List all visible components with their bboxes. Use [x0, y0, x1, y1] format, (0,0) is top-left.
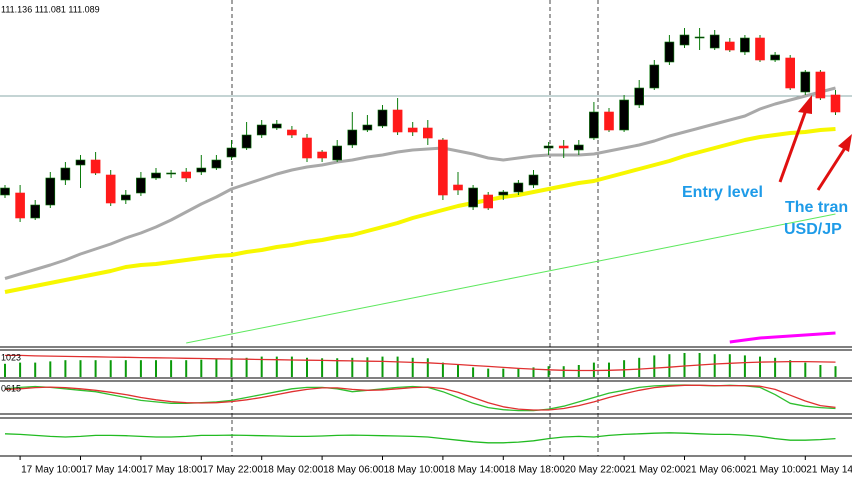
candle-body [649, 64, 660, 89]
candle-body [422, 127, 433, 139]
candle-body [347, 129, 358, 146]
candle-body [302, 137, 312, 159]
candle-body [679, 34, 690, 46]
x-tick-label: 17 May 22:00 [202, 465, 263, 476]
candle-body [407, 127, 418, 133]
candle-body [634, 87, 645, 106]
x-tick-label: 18 May 18:00 [504, 465, 565, 476]
arrow-shaft [816, 147, 847, 191]
indicator-line [4, 384, 836, 411]
candle-body [136, 177, 146, 194]
candle-body [694, 36, 705, 39]
candle-body [211, 159, 222, 169]
candle-body [468, 187, 478, 208]
candle-body [241, 134, 252, 149]
x-tick-label: 21 May 10:00 [746, 465, 807, 476]
candle-body [815, 71, 826, 99]
x-tick-label: 17 May 10:00 [21, 465, 82, 476]
candle-body [483, 194, 494, 209]
moving-average [4, 86, 836, 280]
x-tick-label: 18 May 02:00 [263, 465, 324, 476]
annotation: USD/JP [784, 221, 842, 238]
candle-body [573, 144, 584, 151]
price-header: 111.136 111.081 111.089 [1, 4, 100, 14]
indicator-line [5, 354, 836, 372]
candle-body [90, 159, 101, 174]
candle-body [589, 111, 599, 139]
candle-body [287, 129, 297, 136]
candle-body [45, 177, 56, 206]
candle-body [543, 145, 554, 149]
candle-body [166, 172, 176, 175]
candle-body [770, 54, 780, 61]
x-tick-label: 21 May 06:00 [686, 465, 747, 476]
candle-body [830, 94, 841, 113]
annotation: Entry level [682, 184, 763, 201]
candle-body [740, 37, 750, 53]
indicator-label: 0615 [1, 383, 21, 393]
candle-body [75, 159, 86, 166]
x-tick-label: 17 May 14:00 [82, 465, 143, 476]
moving-average [186, 213, 836, 344]
candle-body [121, 194, 131, 201]
candle-body [453, 184, 463, 191]
candle-body [755, 37, 765, 61]
candle-body [724, 41, 735, 51]
candle-body [332, 145, 343, 161]
x-tick-label: 20 May 22:00 [565, 465, 626, 476]
indicator-line [4, 432, 836, 444]
x-tick-label: 18 May 14:00 [444, 465, 505, 476]
moving-average [729, 331, 836, 344]
candle-body [785, 57, 796, 89]
candle-body [30, 204, 41, 219]
candle-body [558, 145, 569, 149]
arrows [778, 95, 852, 191]
arrow-shaft [778, 109, 808, 183]
candle-body [151, 172, 161, 179]
candle-body [60, 167, 71, 181]
candle-body [256, 124, 267, 136]
candle-body [362, 124, 373, 131]
candle-body [105, 174, 116, 204]
candle-body [709, 34, 720, 49]
candle-body [664, 41, 675, 63]
x-tick-label: 21 May 14:00 [806, 465, 852, 476]
moving-average [4, 127, 836, 294]
candle-body [528, 174, 539, 186]
candle-body [317, 151, 327, 159]
candle-body [800, 71, 811, 93]
arrow-head [838, 134, 852, 152]
candle-body [619, 99, 629, 131]
candle-body [438, 139, 448, 196]
candle-body [604, 111, 614, 131]
x-tick-label: 17 May 18:00 [142, 465, 203, 476]
annotation: The tran [785, 199, 848, 216]
candle-body [0, 187, 10, 196]
candle-body [498, 191, 509, 196]
candle-body [226, 147, 237, 158]
frame [0, 0, 852, 457]
plot-area: 17 May 10:00 17 May 14:00 17 May 18:00 17 M… [0, 28, 852, 476]
arrow-head [798, 95, 812, 114]
candle-body [15, 192, 25, 219]
candle-body [271, 123, 282, 129]
x-tick-label: 18 May 06:00 [323, 465, 384, 476]
candle-body [196, 167, 207, 173]
candle-body [181, 171, 191, 179]
x-tick-label: 18 May 10:00 [384, 465, 445, 476]
x-tick-label: 21 May 02:00 [625, 465, 686, 476]
candle-body [377, 109, 388, 127]
candle-body [513, 182, 524, 193]
candle-body [392, 109, 403, 133]
indicator-label: 1023 [1, 352, 21, 362]
